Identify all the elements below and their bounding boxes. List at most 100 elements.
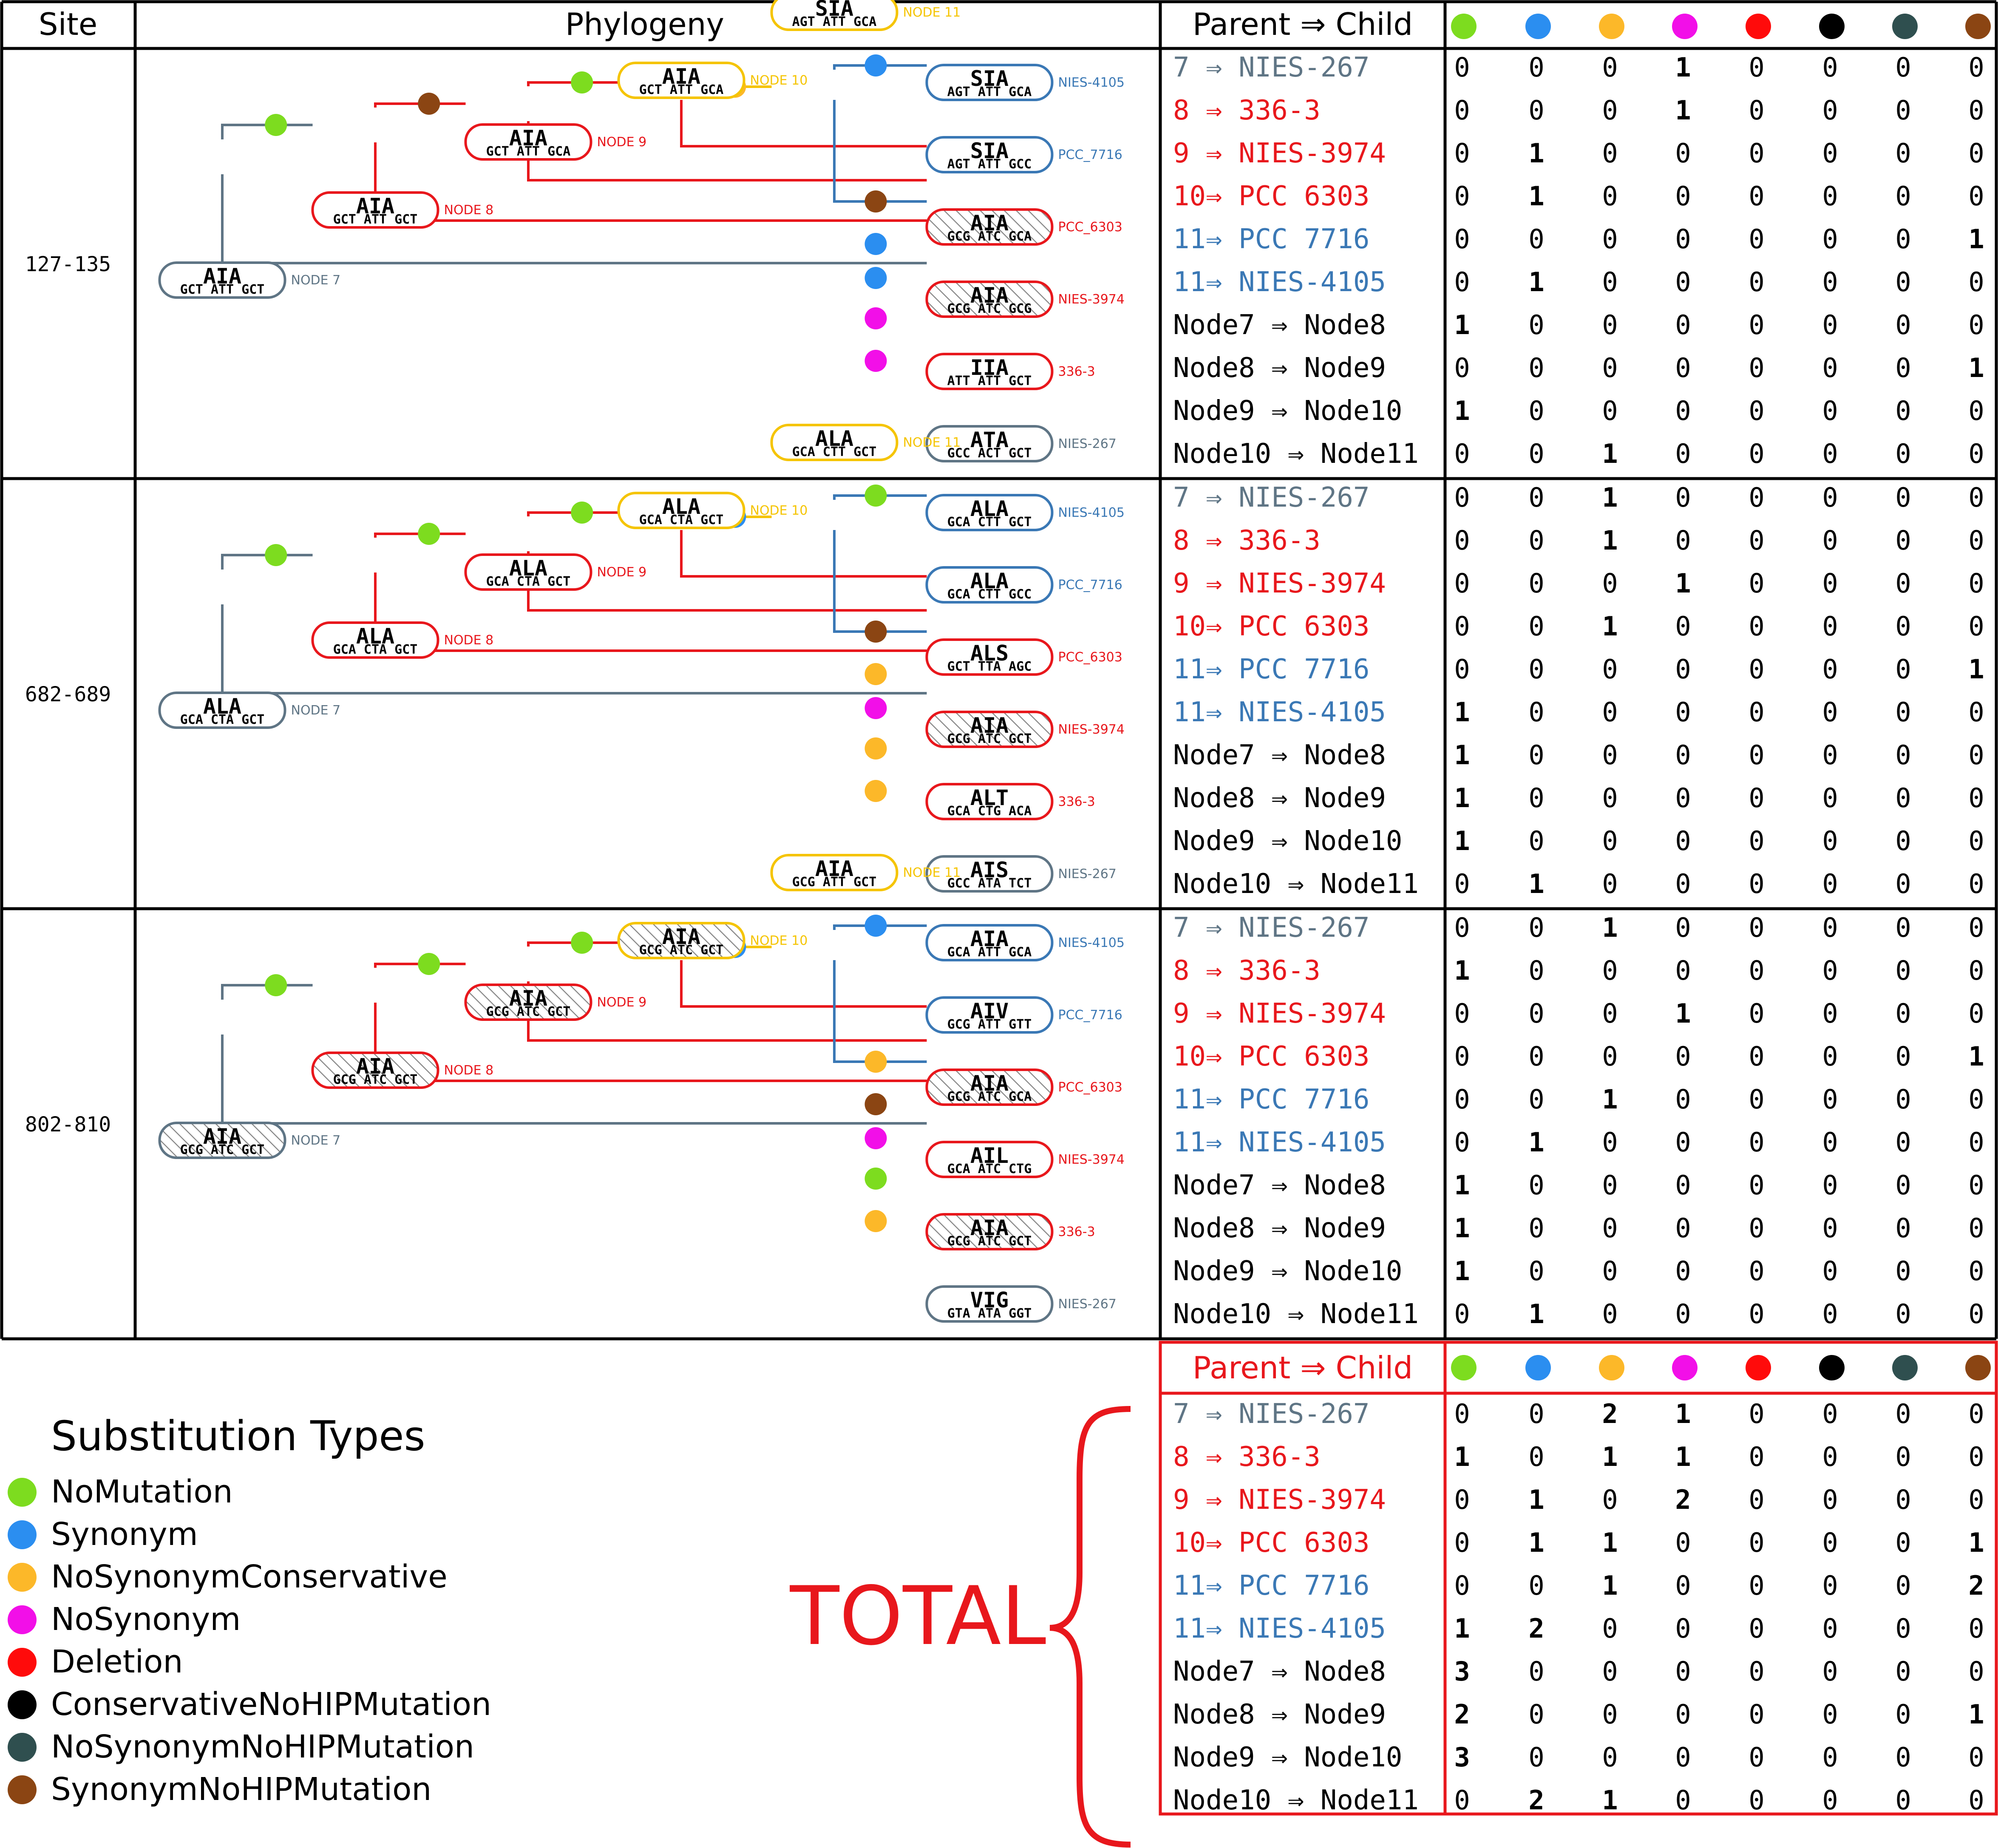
count-cell: 0 — [1749, 1298, 1764, 1329]
leaf-pcc7716-box — [925, 566, 1054, 604]
total-count-cell: 1 — [1528, 1484, 1544, 1515]
node-node8-codons: GCG ATC GCT — [333, 1072, 418, 1087]
dot-n8-n9 — [418, 523, 440, 545]
count-cell: 0 — [1749, 224, 1764, 255]
dot-pcc7716 — [864, 621, 887, 643]
total-count-cell: 0 — [1822, 1441, 1838, 1472]
row-label: Node9 ⇒ Node10 — [1173, 825, 1402, 857]
count-cell: 0 — [1454, 912, 1470, 943]
total-count-cell: 0 — [1675, 1527, 1691, 1558]
count-cell: 0 — [1602, 266, 1618, 298]
leaf-s3363-label: 336-3 — [1058, 364, 1095, 379]
count-cell: 0 — [1675, 1256, 1691, 1287]
count-cell: 0 — [1968, 1256, 1984, 1287]
count-cell: 1 — [1454, 955, 1470, 986]
count-cell: 0 — [1822, 1084, 1838, 1115]
count-cell: 0 — [1602, 1170, 1618, 1201]
count-cell: 0 — [1968, 438, 1984, 469]
total-count-cell: 0 — [1968, 1785, 1984, 1816]
header-dot-synonymnohipmutation — [1965, 14, 1991, 39]
leaf-nies267-box — [925, 855, 1054, 893]
total-count-cell: 0 — [1822, 1398, 1838, 1429]
count-cell: 0 — [1528, 309, 1544, 340]
count-cell: 0 — [1822, 395, 1838, 426]
count-cell: 0 — [1749, 438, 1764, 469]
legend-dot-synonymnohipmutation — [8, 1775, 37, 1804]
dot-nies4105 — [864, 915, 887, 937]
total-count-cell: 1 — [1968, 1527, 1984, 1558]
legend-dot-synonym — [8, 1520, 37, 1549]
node-node7-box — [158, 1122, 286, 1159]
dot-n9-n10 — [571, 71, 593, 94]
total-count-cell: 0 — [1895, 1656, 1911, 1687]
node-node9-box — [464, 984, 592, 1021]
leaf-pcc7716-label: PCC_7716 — [1058, 147, 1122, 162]
count-cell: 0 — [1968, 568, 1984, 599]
dot-nies267 — [864, 780, 887, 802]
count-cell: 0 — [1602, 1298, 1618, 1329]
total-row-label: Node7 ⇒ Node8 — [1173, 1656, 1386, 1687]
total-header-dot-nosynonymnohipmutation — [1892, 1355, 1918, 1380]
count-cell: 0 — [1675, 482, 1691, 513]
count-cell: 0 — [1528, 1170, 1544, 1201]
count-cell: 0 — [1454, 224, 1470, 255]
leaf-pcc7716-label: PCC_7716 — [1058, 578, 1122, 592]
leaf-pcc7716-box — [925, 136, 1054, 173]
total-count-cell: 0 — [1675, 1613, 1691, 1644]
count-cell: 0 — [1749, 1041, 1764, 1072]
total-count-cell: 0 — [1528, 1656, 1544, 1687]
node-node7-label: NODE 7 — [291, 703, 341, 718]
count-cell: 0 — [1454, 1041, 1470, 1072]
node-node11-codons: AGT ATT GCA — [792, 14, 877, 29]
leaf-nies4105-codons: GCA CTT GCT — [947, 515, 1032, 530]
count-cell: 0 — [1822, 912, 1838, 943]
count-cell: 1 — [1602, 1084, 1618, 1115]
leaf-nies4105-label: NIES-4105 — [1058, 75, 1125, 90]
total-row-label: Node10 ⇒ Node11 — [1173, 1785, 1419, 1816]
leaf-s3363-aa: IIA — [970, 355, 1009, 380]
total-row-label: Node8 ⇒ Node9 — [1173, 1699, 1386, 1730]
node-node9-aa: AIA — [509, 986, 547, 1011]
count-cell: 0 — [1602, 1213, 1618, 1244]
total-count-cell: 1 — [1968, 1699, 1984, 1730]
count-cell: 0 — [1528, 352, 1544, 383]
node-node10-aa: ALA — [662, 494, 700, 519]
row-label: 7 ⇒ NIES-267 — [1173, 482, 1369, 513]
total-count-cell: 0 — [1895, 1484, 1911, 1515]
count-cell: 0 — [1968, 181, 1984, 212]
total-section: Parent ⇒ Child 7 ⇒ NIES-267 0 0 2 1 0 0 0 0 8 ⇒ 33… — [790, 1341, 1998, 1848]
total-count-cell: 0 — [1822, 1699, 1838, 1730]
count-cell: 0 — [1675, 654, 1691, 685]
dot-pcc7716 — [864, 190, 887, 213]
count-cell: 1 — [1675, 998, 1691, 1029]
count-cell: 0 — [1454, 138, 1470, 169]
count-cell: 0 — [1822, 697, 1838, 728]
count-cell: 0 — [1675, 1170, 1691, 1201]
legend-dot-deletion — [8, 1648, 37, 1677]
dot-n8-n9 — [418, 953, 440, 975]
count-cell: 0 — [1822, 1213, 1838, 1244]
leaf-s3363-codons: ATT ATT GCT — [947, 374, 1032, 388]
count-cell: 0 — [1675, 309, 1691, 340]
count-cell: 0 — [1528, 825, 1544, 856]
total-count-cell: 0 — [1749, 1484, 1764, 1515]
count-cell: 0 — [1895, 868, 1911, 899]
leaf-pcc7716-aa: SIA — [970, 139, 1009, 163]
count-cell: 0 — [1749, 525, 1764, 556]
node-node10-box — [617, 62, 745, 99]
leaf-s3363-aa: AIA — [970, 1216, 1009, 1240]
total-count-cell: 0 — [1675, 1656, 1691, 1687]
total-title: TOTAL — [790, 1569, 1046, 1663]
counts-table: 7 ⇒ NIES-267 0 0 1 0 0 0 0 0 8 ⇒ 336-3 1 0 0 0 0 0 0 0 9 ⇒… — [1173, 912, 1984, 1330]
total-count-cell: 2 — [1528, 1785, 1544, 1816]
node-node10-codons: GCA CTA GCT — [639, 513, 724, 527]
count-cell: 0 — [1822, 825, 1838, 856]
leaf-pcc7716-box — [925, 996, 1054, 1034]
leaf-nies267-aa: AIS — [970, 858, 1009, 882]
